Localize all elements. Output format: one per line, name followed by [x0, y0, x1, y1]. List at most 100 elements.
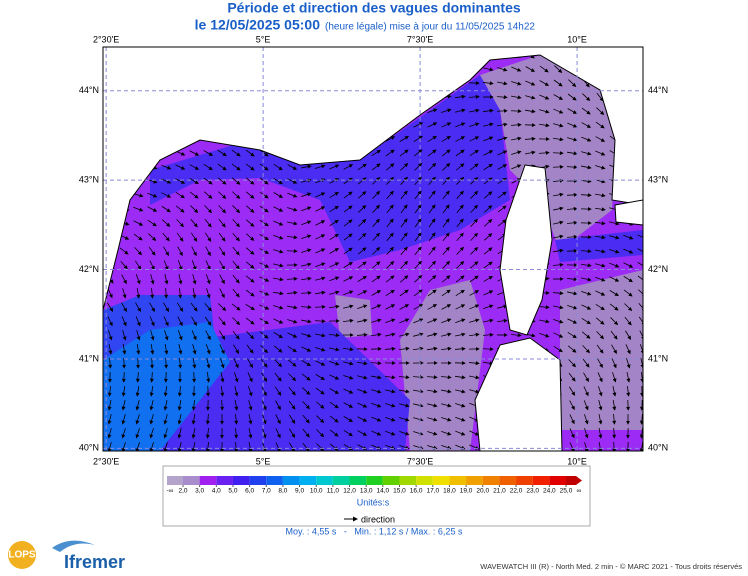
wave-arrow — [288, 386, 296, 396]
wave-arrow — [301, 346, 312, 352]
stats: Moy. : 4,55 s - Min. : 1,12 s / Max. : 6… — [286, 526, 463, 536]
wave-arrow — [177, 442, 182, 451]
wave-arrow — [581, 107, 591, 115]
colorbar-label: 10,0 — [310, 488, 323, 495]
wave-arrow — [468, 332, 480, 337]
wave-arrow — [413, 403, 424, 408]
wave-arrow — [274, 372, 282, 382]
wave-arrow — [218, 246, 226, 256]
wave-arrow — [273, 249, 284, 254]
wave-arrow — [259, 290, 270, 296]
wave-arrow — [259, 234, 269, 241]
wave-arrow — [259, 177, 269, 185]
wave-arrow — [442, 246, 450, 256]
wave-arrow — [343, 233, 353, 241]
wave-arrow — [510, 109, 522, 114]
wave-arrow — [273, 332, 283, 339]
wave-arrow — [357, 304, 368, 310]
wave-arrow — [612, 441, 617, 451]
wave-arrow — [315, 220, 326, 226]
wave-arrow — [399, 135, 409, 142]
wave-arrow — [177, 414, 182, 425]
wave-arrow — [343, 416, 353, 423]
wave-arrow — [569, 428, 575, 439]
wave-arrow — [234, 441, 239, 451]
wave-arrow — [399, 304, 410, 310]
lon-label: 5°E — [256, 456, 271, 466]
wave-arrow — [205, 330, 211, 341]
wave-arrow — [161, 219, 171, 227]
colorbar-segment — [382, 476, 400, 485]
wave-arrow — [456, 190, 464, 199]
wave-arrow — [552, 262, 564, 267]
wave-arrow — [220, 385, 225, 397]
wave-arrow — [400, 176, 408, 185]
wave-arrow — [273, 220, 284, 226]
wave-arrow — [121, 371, 126, 383]
wave-arrow — [248, 428, 253, 439]
wave-arrow — [413, 135, 423, 143]
lat-label: 44°N — [79, 85, 99, 95]
wave-arrow — [454, 375, 466, 380]
wave-arrow — [192, 371, 197, 383]
wave-arrow — [259, 304, 270, 310]
wave-arrow — [624, 303, 633, 312]
wave-arrow — [511, 136, 522, 141]
colorbar-segment — [449, 476, 467, 485]
wave-arrow — [178, 274, 183, 285]
wave-arrow — [259, 262, 270, 268]
wave-arrow — [372, 246, 381, 255]
wave-arrow — [205, 427, 210, 439]
wave-arrow — [164, 287, 169, 299]
wave-arrow — [469, 430, 480, 436]
wave-arrow — [192, 357, 197, 369]
wave-arrow — [441, 289, 451, 297]
wave-arrow — [358, 218, 367, 227]
wave-arrow — [122, 343, 127, 355]
wave-arrow — [150, 287, 155, 299]
wave-arrow — [108, 344, 113, 355]
wave-arrow — [594, 221, 606, 226]
update: (heure légale) mise à jour du 11/05/2025… — [325, 22, 535, 33]
wave-arrow — [566, 206, 578, 211]
colorbar-label: 24,0 — [543, 488, 556, 495]
wave-arrow — [610, 330, 618, 340]
wave-arrow — [440, 346, 452, 351]
wave-arrow — [343, 402, 354, 408]
wave-arrow — [288, 414, 296, 424]
wave-arrow — [163, 400, 168, 411]
wave-arrow — [414, 162, 423, 171]
wave-arrow — [203, 163, 213, 171]
wave-arrow — [232, 288, 240, 298]
wave-arrow — [639, 413, 643, 425]
wave-arrow — [246, 331, 255, 340]
wave-arrow — [468, 94, 480, 99]
lat-label: 44°N — [648, 85, 668, 95]
wave-arrow — [301, 192, 312, 197]
wave-arrow — [315, 290, 326, 295]
wave-arrow — [426, 346, 438, 351]
wave-arrow — [598, 400, 603, 411]
wave-arrow — [623, 289, 633, 297]
colorbar-segment — [549, 476, 566, 485]
wave-arrow — [623, 234, 634, 240]
wave-arrow — [552, 137, 564, 142]
wave-arrow — [301, 220, 312, 226]
wave-arrow — [567, 151, 578, 156]
wave-arrow — [163, 246, 169, 256]
wave-arrow — [413, 122, 424, 128]
wave-arrow — [315, 164, 326, 169]
wave-arrow — [455, 136, 466, 142]
wave-arrow — [175, 178, 186, 184]
wave-arrow — [595, 193, 606, 198]
wave-arrow — [371, 163, 381, 171]
wave-arrow — [245, 261, 255, 269]
colorbar-segment — [499, 476, 517, 485]
wave-arrow — [203, 177, 213, 185]
wave-arrow — [552, 164, 564, 169]
wave-arrow — [497, 304, 508, 309]
wave-arrow — [315, 234, 326, 240]
wave-arrow — [287, 221, 298, 226]
lat-label: 40°N — [79, 443, 99, 453]
wave-arrow — [329, 276, 340, 282]
